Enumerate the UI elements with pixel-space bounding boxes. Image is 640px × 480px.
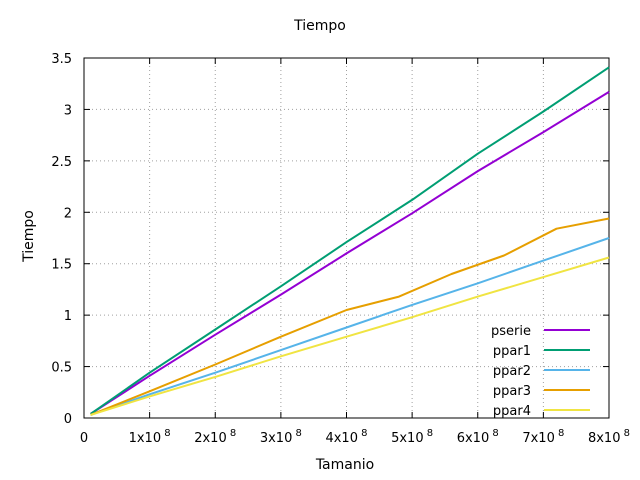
axes: 0 1x10 8 2x10 8 3x10 8 4x10 8 5x10 8 6x10 8 7x1… (51, 52, 630, 446)
series-line-pserie (90, 91, 610, 415)
legend-label-ppar4: ppar4 (493, 404, 531, 419)
series-line-ppar4 (90, 256, 610, 416)
x-tick-label: 8x10 8 (588, 428, 630, 446)
y-tick-label: 2.5 (51, 155, 72, 170)
y-tick-label: 1.5 (51, 258, 72, 273)
legend-label-ppar2: ppar2 (493, 364, 531, 379)
y-tick-label: 1 (64, 309, 72, 324)
legend-label-pserie: pserie (491, 324, 531, 339)
legend-label-ppar3: ppar3 (493, 384, 531, 399)
y-tick-label: 2 (64, 206, 72, 221)
series-line-ppar1 (90, 66, 610, 415)
x-tick-label: 1x10 8 (129, 428, 171, 446)
y-tick-label: 0.5 (51, 361, 72, 376)
y-tick-label: 3.5 (51, 52, 72, 67)
y-tick-label: 3 (64, 103, 72, 118)
x-tick-label: 5x10 8 (391, 428, 433, 446)
series-lines (90, 66, 610, 416)
series-line-ppar2 (90, 237, 610, 416)
grid (84, 58, 609, 418)
legend-label-ppar1: ppar1 (493, 344, 531, 359)
series-line-ppar3 (90, 217, 610, 416)
x-tick-label: 4x10 8 (325, 428, 367, 446)
y-tick-label: 0 (64, 412, 72, 427)
x-tick-label: 0 (80, 431, 88, 446)
x-tick-label: 6x10 8 (457, 428, 499, 446)
legend: pserie ppar1 ppar2 ppar3 ppar4 (491, 324, 590, 419)
x-tick-label: 2x10 8 (194, 428, 236, 446)
x-axis-label: Tamanio (315, 457, 375, 473)
chart-title: Tiempo (294, 18, 346, 34)
x-tick-label: 3x10 8 (260, 428, 302, 446)
x-tick-label: 7x10 8 (522, 428, 564, 446)
